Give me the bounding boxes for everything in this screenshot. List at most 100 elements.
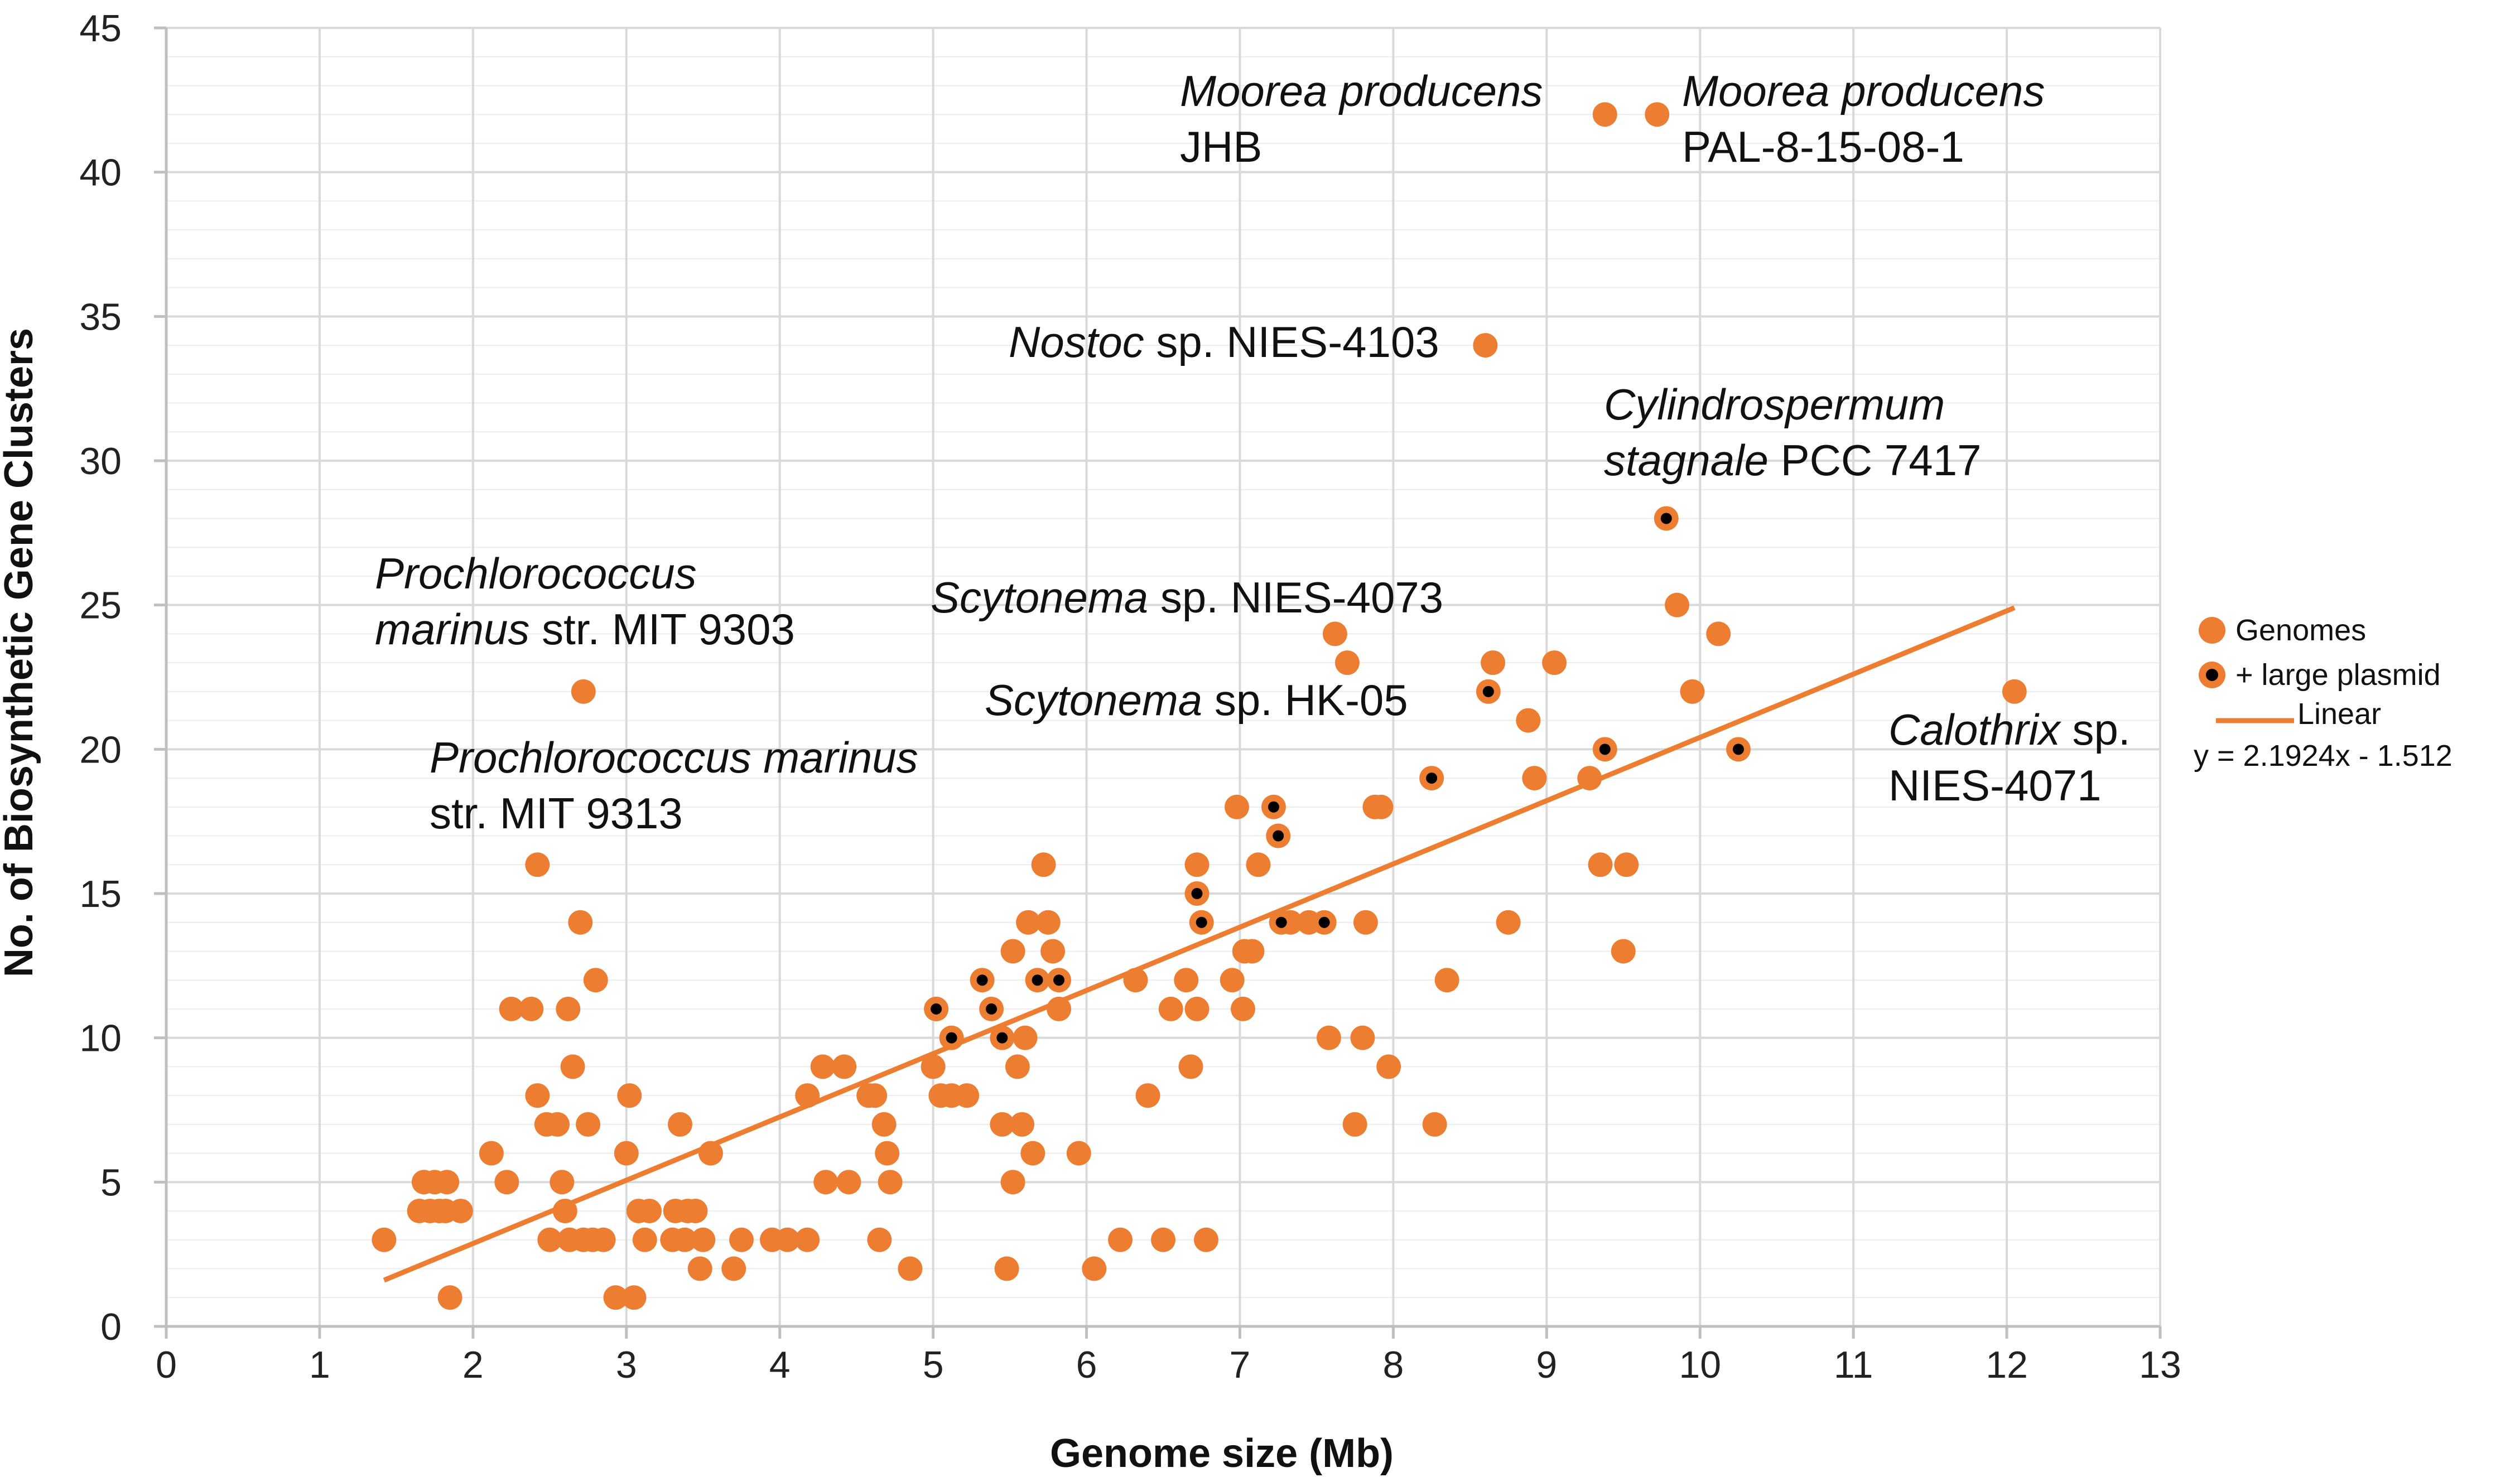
genome-point <box>1035 910 1061 935</box>
y-tick-label: 5 <box>100 1161 122 1204</box>
genome-point <box>1316 1025 1341 1050</box>
genome-point <box>878 1170 903 1195</box>
genome-point <box>813 1170 839 1195</box>
genome-point <box>632 1227 657 1252</box>
plasmid-point <box>1184 881 1210 906</box>
plasmid-point <box>1261 794 1286 819</box>
annotation-line: Prochlorococcus <box>375 549 697 598</box>
legend-label: + large plasmid <box>2235 658 2441 692</box>
genome-point <box>1031 852 1056 877</box>
legend-label: Genomes <box>2235 614 2366 647</box>
genome-point <box>1350 1025 1375 1050</box>
annotation-strain: str. MIT 9303 <box>529 605 794 654</box>
annotation-strain: JHB <box>1180 122 1262 171</box>
plasmid-point-core <box>976 974 988 986</box>
x-tick-label: 8 <box>1382 1344 1404 1386</box>
genome-point <box>494 1170 519 1195</box>
genome-point <box>795 1083 820 1108</box>
genome-point <box>591 1227 616 1252</box>
plasmid-point-core <box>1032 974 1043 986</box>
genome-point <box>1645 102 1670 127</box>
genome-point <box>1016 910 1041 935</box>
plasmid-point-core <box>1426 773 1438 784</box>
genome-point <box>1680 679 1705 704</box>
legend-plasmid-core <box>2206 669 2218 681</box>
x-tick-label: 7 <box>1230 1344 1251 1386</box>
annotation-line: NIES-4071 <box>1888 761 2102 810</box>
annotation-line: Scytonema sp. NIES-4073 <box>931 573 1443 622</box>
data-points-layer <box>372 102 2027 1310</box>
plasmid-point-core <box>931 1003 942 1015</box>
genome-point <box>691 1227 716 1252</box>
genome-point <box>1334 650 1360 675</box>
genome-point <box>550 1170 575 1195</box>
genome-point <box>836 1170 861 1195</box>
genome-point <box>1082 1256 1107 1281</box>
annotation-calothrix: Calothrix sp. NIES-4071 <box>1888 705 2131 810</box>
genome-point <box>994 1256 1019 1281</box>
annotation-line: Prochlorococcus marinus <box>430 733 918 782</box>
y-tick-label: 40 <box>79 152 122 194</box>
genome-point <box>1047 996 1072 1021</box>
x-tick-label: 5 <box>923 1344 944 1386</box>
genome-point <box>568 910 593 935</box>
plasmid-point <box>979 996 1004 1021</box>
x-tick-label: 2 <box>462 1344 484 1386</box>
genome-point <box>1369 794 1394 819</box>
annotation-line: Scytonema sp. HK-05 <box>985 675 1408 725</box>
y-tick-label: 10 <box>79 1017 122 1060</box>
genome-point <box>1066 1141 1091 1166</box>
y-tick-label: 0 <box>100 1306 122 1348</box>
genome-point <box>1614 852 1639 877</box>
plasmid-point-core <box>946 1032 957 1044</box>
genome-point <box>614 1141 639 1166</box>
genome-point <box>1706 621 1731 646</box>
annotation-species-italic: Scytonema <box>985 675 1202 725</box>
trendline-layer <box>383 605 2016 1283</box>
genome-point <box>617 1083 642 1108</box>
x-tick-label: 3 <box>616 1344 637 1386</box>
genome-point <box>1158 996 1183 1021</box>
x-tick-label: 12 <box>1986 1344 2028 1386</box>
plasmid-point <box>970 968 995 993</box>
x-tick-label: 6 <box>1076 1344 1097 1386</box>
genome-point <box>2002 679 2027 704</box>
genome-point <box>875 1141 900 1166</box>
genome-point <box>621 1285 647 1310</box>
annotation-line: stagnale PCC 7417 <box>1604 436 1981 485</box>
annotation-line: Nostoc sp. NIES-4103 <box>1009 317 1439 366</box>
genome-point <box>525 852 550 877</box>
annotation-line: Cylindrospermum <box>1604 380 1945 429</box>
genome-point <box>1005 1054 1030 1079</box>
genome-point <box>1135 1083 1160 1108</box>
genome-point <box>1108 1227 1133 1252</box>
annotation-species-italic: Calothrix <box>1888 705 2062 754</box>
annotation-strain: sp. HK-05 <box>1202 675 1408 725</box>
annotation-species-italic: Nostoc <box>1009 317 1144 366</box>
legend-item-dot: Genomes <box>2199 614 2366 647</box>
plasmid-point <box>1654 506 1679 531</box>
x-tick-label: 11 <box>1834 1344 1873 1386</box>
annotation-line: Moorea producens <box>1682 66 2045 115</box>
genome-point <box>1010 1112 1035 1137</box>
y-tick-label: 45 <box>79 7 122 50</box>
plasmid-point-core <box>996 1032 1008 1044</box>
plasmid-point <box>1419 766 1444 791</box>
genome-point <box>1013 1025 1038 1050</box>
annotation-species-italic: Cylindrospermum <box>1604 380 1945 429</box>
genome-point <box>1588 852 1613 877</box>
genome-point <box>863 1083 888 1108</box>
genome-point <box>1434 968 1459 993</box>
genome-point <box>672 1227 697 1252</box>
linear-trendline <box>383 605 2016 1283</box>
genome-point <box>545 1112 570 1137</box>
genome-point <box>576 1112 601 1137</box>
genome-point <box>898 1256 923 1281</box>
y-axis-title: No. of Biosynthetic Gene Clusters <box>0 328 41 977</box>
x-tick-label: 9 <box>1536 1344 1557 1386</box>
annotation-species-italic: Moorea producens <box>1180 66 1543 115</box>
legend: Genomes + large plasmid Linear y = 2.1924x … <box>2194 614 2452 773</box>
annotation-species-italic: Scytonema <box>931 573 1148 622</box>
genome-point <box>921 1054 946 1079</box>
